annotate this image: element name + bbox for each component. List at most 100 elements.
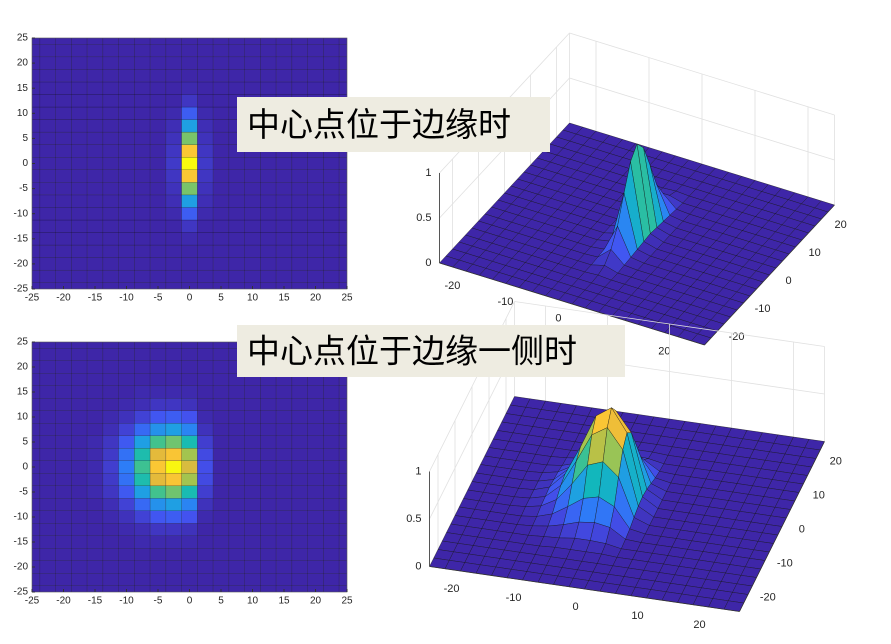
heatmap-cell [102,194,119,208]
heatmap-cell [39,423,56,436]
y-tick-label: -10 [14,208,29,219]
heatmap-cell [165,360,182,374]
heatmap-cell [165,81,182,95]
heatmap-cell [197,207,214,221]
heatmap-cell [39,257,56,271]
x-tick-label: -20 [444,280,460,292]
heatmap-cell [260,410,277,424]
heatmap-cell [118,144,135,158]
heatmap-cell [71,157,88,170]
y-tick-label: -5 [19,487,28,498]
heatmap-cell [118,106,135,120]
heatmap-cell [275,44,293,58]
heatmap-cell [212,169,230,183]
heatmap-cell [323,207,340,221]
heatmap-cell [228,81,245,95]
heatmap-cell [307,398,324,411]
heatmap-cell [149,398,167,411]
heatmap-cell [260,232,277,246]
heatmap-cell [212,44,230,58]
heatmap-cell [228,219,245,233]
heatmap-cell [212,194,230,208]
heatmap-cell [307,69,324,83]
heatmap-cell [71,94,88,108]
heatmap-cell [212,144,230,158]
heatmap-cell [134,423,151,436]
heatmap-cell [39,157,56,170]
caption: 中心点位于边缘时 [247,105,511,144]
heatmap-cell [55,157,72,170]
heatmap-cell [291,157,308,170]
heatmap-cell [197,81,214,95]
heatmap-cell [338,282,347,289]
heatmap-cell [55,194,72,208]
x-tick-label: -25 [25,596,40,607]
heatmap-cell [260,548,277,561]
heatmap-cell [244,269,261,283]
heatmap-cell [149,144,167,158]
heatmap-cell [86,131,104,145]
heatmap-cell [323,257,340,271]
x-tick-label: -20 [56,596,71,607]
heatmap-cell [197,548,214,561]
heatmap-cell [71,460,88,474]
heatmap-cell [275,410,293,424]
heatmap-cell [165,398,182,411]
surface [439,122,835,346]
heatmap-cell [307,510,324,524]
heatmap-cell [165,535,182,549]
heatmap-cell [338,219,347,233]
heatmap-cell [102,219,119,233]
heatmap-cell [212,182,230,196]
heatmap-cell [39,44,56,58]
heatmap-cell [291,69,308,83]
heatmap-cell [102,56,119,70]
heatmap-cell [307,560,324,574]
heatmap-cell [55,535,72,549]
y-tick-label: -15 [14,233,29,244]
heatmap-cell [39,373,56,386]
heatmap-cell [86,360,104,374]
heatmap-cell [323,69,340,83]
heatmap-cell [55,485,72,499]
heatmap-cell [338,373,347,386]
heatmap-cell [212,119,230,133]
heatmap-cell [71,144,88,158]
heatmap-cell [338,207,347,221]
heatmap-cell [165,106,182,120]
heatmap-cell [228,535,245,549]
heatmap-cell [291,498,308,511]
heatmap-cell [260,510,277,524]
heatmap-cell [181,385,198,399]
heatmap-cell [338,157,347,170]
heatmap-cell [181,207,198,221]
heatmap-cell [32,585,41,592]
heatmap-cell [102,207,119,221]
heatmap-cell [197,282,214,289]
heatmap-cell [102,423,119,436]
heatmap-cell [149,573,167,586]
heatmap-cell [338,410,347,424]
heatmap-cell [86,269,104,283]
x-tick-label: 5 [218,596,224,607]
heatmap-cell [181,94,198,108]
heatmap-cell [228,510,245,524]
heatmap-cell [149,131,167,145]
heatmap-cell [102,269,119,283]
heatmap-cell [134,207,151,221]
x-tick-label: 10 [247,596,259,607]
heatmap-cell [228,157,245,170]
heatmap-cell [86,157,104,170]
heatmap-cell [118,548,135,561]
heatmap-cell [307,523,324,536]
heatmap-cell [39,106,56,120]
heatmap-cell [291,207,308,221]
heatmap-cell [197,473,214,486]
heatmap-cell [323,410,340,424]
y-tick-label: 0 [22,462,28,473]
heatmap-cell [118,460,135,474]
heatmap-cell [55,360,72,374]
heatmap-cell [165,119,182,133]
heatmap-cell [102,119,119,133]
heatmap-cell [291,182,308,196]
